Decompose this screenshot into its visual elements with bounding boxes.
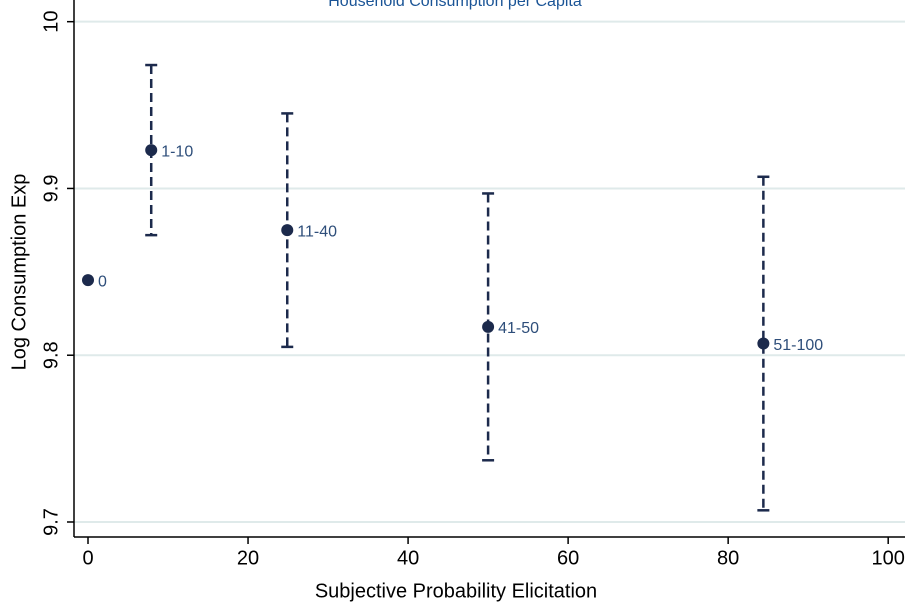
point-label: 1-10 — [161, 143, 193, 160]
error-bar — [757, 175, 770, 512]
point-label: 11-40 — [297, 223, 337, 240]
point-label: 51-100 — [773, 337, 823, 354]
y-axis-label: Log Consumption Exp — [8, 174, 30, 371]
point — [145, 144, 158, 157]
y-tick-label: 9.7 — [40, 508, 62, 536]
y-tick-label: 9.9 — [40, 175, 62, 203]
x-tick-label: 80 — [717, 547, 739, 569]
point — [82, 274, 95, 287]
x-tick-label: 60 — [557, 547, 579, 569]
y-tick-label: 9.8 — [40, 341, 62, 369]
x-tick-label: 40 — [397, 547, 419, 569]
x-axis-label: Subjective Probability Elicitation — [315, 580, 597, 602]
point-label: 0 — [98, 273, 107, 290]
x-tick-label: 0 — [82, 547, 93, 569]
chart-title: Household Consumption per Capita — [328, 0, 582, 10]
x-tick-label: 100 — [872, 547, 905, 569]
x-tick-label: 20 — [237, 547, 259, 569]
point — [757, 337, 770, 350]
point — [281, 224, 294, 237]
point-label: 41-50 — [498, 320, 539, 337]
y-tick-label: 10 — [40, 11, 62, 33]
point — [482, 320, 495, 333]
